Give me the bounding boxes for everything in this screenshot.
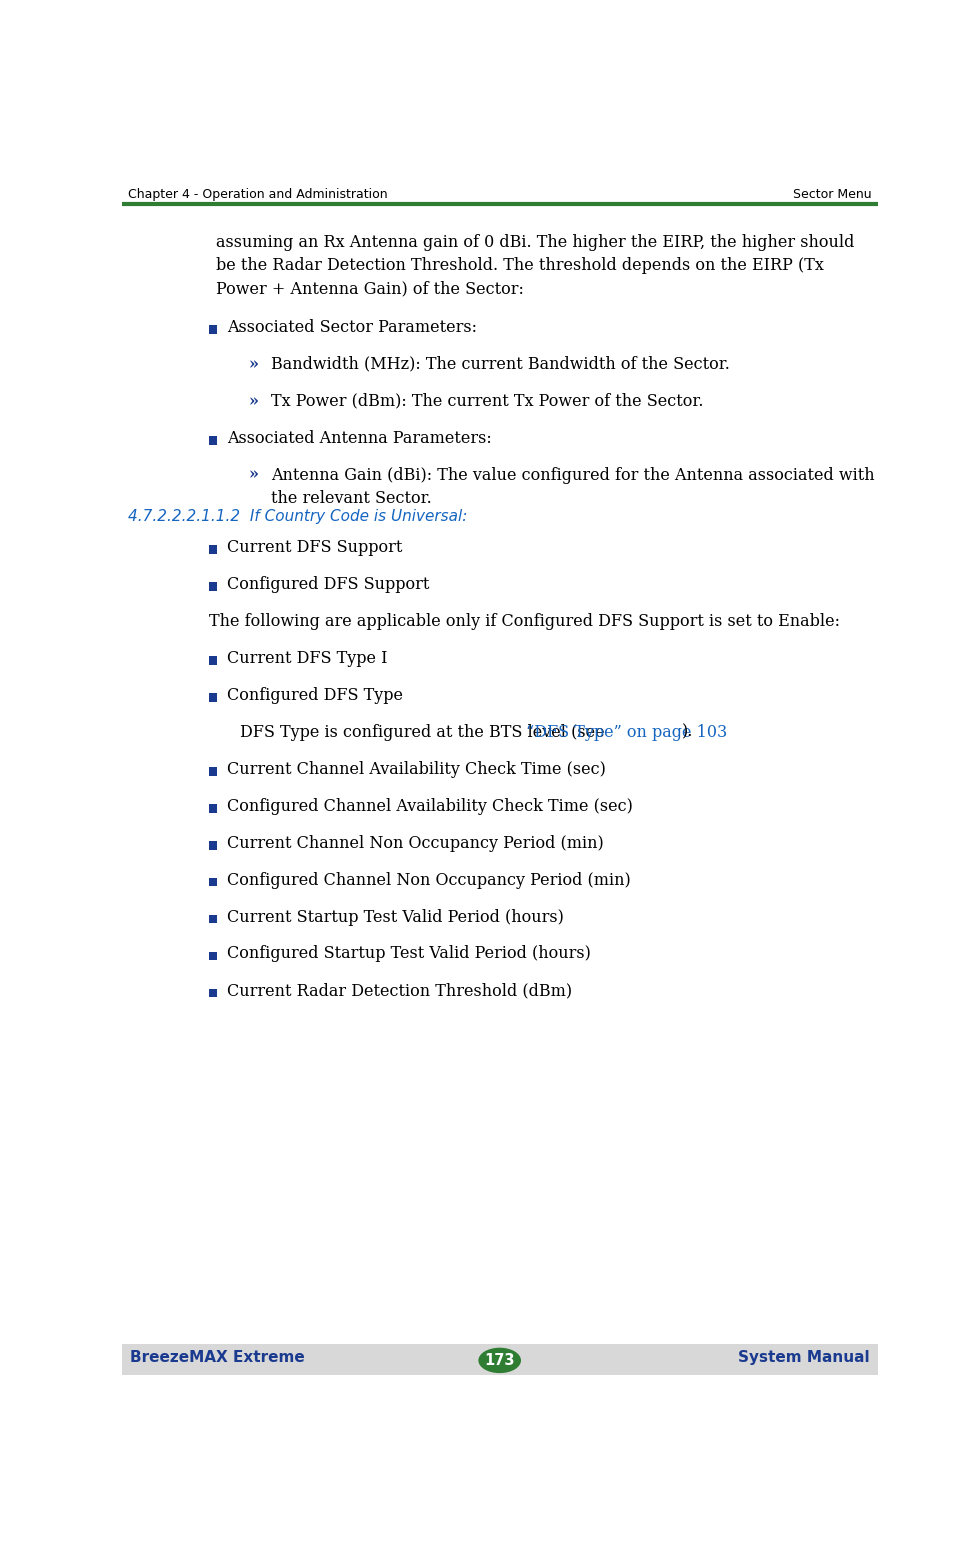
Text: DFS Type is configured at the BTS level (see: DFS Type is configured at the BTS level … <box>240 723 609 740</box>
Text: the relevant Sector.: the relevant Sector. <box>271 490 431 507</box>
Bar <box>122 1344 878 1375</box>
Text: Tx Power (dBm): The current Tx Power of the Sector.: Tx Power (dBm): The current Tx Power of … <box>271 392 703 409</box>
Text: 4.7.2.2.2.1.1.2  If Country Code is Universal:: 4.7.2.2.2.1.1.2 If Country Code is Unive… <box>128 510 467 524</box>
Text: Configured Channel Availability Check Time (sec): Configured Channel Availability Check Ti… <box>227 797 633 814</box>
Bar <box>209 803 217 813</box>
Text: 173: 173 <box>485 1353 515 1367</box>
Text: »: » <box>249 467 259 484</box>
Text: ).: ). <box>682 723 693 740</box>
Bar <box>209 952 217 961</box>
Text: Associated Sector Parameters:: Associated Sector Parameters: <box>227 318 478 335</box>
Text: »: » <box>249 392 259 409</box>
Bar <box>209 582 217 590</box>
Text: Current Radar Detection Threshold (dBm): Current Radar Detection Threshold (dBm) <box>227 983 572 1000</box>
Text: Current DFS Type I: Current DFS Type I <box>227 650 388 667</box>
Text: Current Channel Non Occupancy Period (min): Current Channel Non Occupancy Period (mi… <box>227 834 604 851</box>
Bar <box>209 324 217 334</box>
Text: Current Startup Test Valid Period (hours): Current Startup Test Valid Period (hours… <box>227 908 565 925</box>
Bar <box>209 915 217 924</box>
Ellipse shape <box>479 1347 521 1374</box>
Text: Chapter 4 - Operation and Administration: Chapter 4 - Operation and Administration <box>128 188 388 201</box>
Text: Current Channel Availability Check Time (sec): Current Channel Availability Check Time … <box>227 760 606 777</box>
Text: »: » <box>249 355 259 372</box>
Text: Configured Startup Test Valid Period (hours): Configured Startup Test Valid Period (ho… <box>227 946 591 963</box>
Text: The following are applicable only if Configured DFS Support is set to Enable:: The following are applicable only if Con… <box>209 613 839 630</box>
Text: Associated Antenna Parameters:: Associated Antenna Parameters: <box>227 430 492 447</box>
Bar <box>209 436 217 445</box>
Text: Sector Menu: Sector Menu <box>793 188 872 201</box>
Bar <box>209 545 217 553</box>
Text: Antenna Gain (dBi): The value configured for the Antenna associated with: Antenna Gain (dBi): The value configured… <box>271 467 875 484</box>
Text: “DFS Type” on page 103: “DFS Type” on page 103 <box>526 723 727 740</box>
Bar <box>209 840 217 850</box>
Text: Current DFS Support: Current DFS Support <box>227 539 403 556</box>
Text: Configured DFS Support: Configured DFS Support <box>227 576 430 593</box>
Text: assuming an Rx Antenna gain of 0 dBi. The higher the EIRP, the higher should: assuming an Rx Antenna gain of 0 dBi. Th… <box>216 233 855 250</box>
Bar <box>209 657 217 664</box>
Text: Power + Antenna Gain) of the Sector:: Power + Antenna Gain) of the Sector: <box>216 280 525 297</box>
Bar <box>209 878 217 887</box>
Text: Configured DFS Type: Configured DFS Type <box>227 688 404 705</box>
Bar <box>209 768 217 776</box>
Text: Bandwidth (MHz): The current Bandwidth of the Sector.: Bandwidth (MHz): The current Bandwidth o… <box>271 355 729 372</box>
Text: BreezeMAX Extreme: BreezeMAX Extreme <box>130 1350 304 1364</box>
Text: System Manual: System Manual <box>738 1350 870 1364</box>
Bar <box>209 694 217 701</box>
Bar <box>209 989 217 998</box>
Text: be the Radar Detection Threshold. The threshold depends on the EIRP (Tx: be the Radar Detection Threshold. The th… <box>216 256 824 273</box>
Text: Configured Channel Non Occupancy Period (min): Configured Channel Non Occupancy Period … <box>227 871 631 888</box>
